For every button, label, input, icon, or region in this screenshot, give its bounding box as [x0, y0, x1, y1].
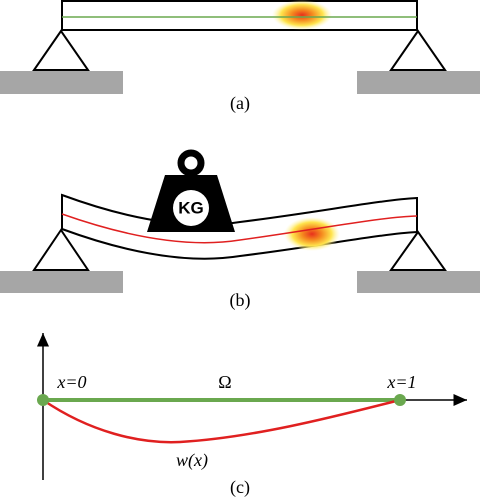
support — [389, 29, 447, 71]
panel-label: (b) — [230, 290, 251, 311]
panel-label: (c) — [230, 477, 250, 498]
beam — [61, 0, 418, 31]
domain-label: Ω — [218, 372, 231, 392]
curve-label: w(x) — [176, 450, 208, 471]
beam — [61, 193, 418, 260]
weight-label: KG — [178, 198, 204, 217]
support — [32, 228, 90, 271]
heat-spot — [272, 0, 332, 30]
ground — [357, 271, 480, 293]
end-point — [37, 394, 49, 406]
ground — [357, 71, 480, 94]
weight: KG — [147, 149, 235, 232]
support — [32, 29, 90, 71]
heat-spot — [284, 217, 340, 251]
panel-a: (a) — [0, 0, 480, 114]
ground — [0, 271, 123, 293]
deflection-curve — [42, 398, 401, 444]
panel-label: (a) — [230, 93, 250, 114]
point-label: x=0 — [56, 372, 86, 392]
panel-c: x=0 Ω x=1 w(x) (c) — [37, 333, 467, 498]
support — [389, 230, 447, 271]
ground — [0, 71, 123, 94]
panel-b: KG (b) — [0, 149, 480, 311]
end-point — [394, 394, 406, 406]
point-label: x=1 — [386, 372, 416, 392]
neutral-axis — [61, 213, 418, 244]
